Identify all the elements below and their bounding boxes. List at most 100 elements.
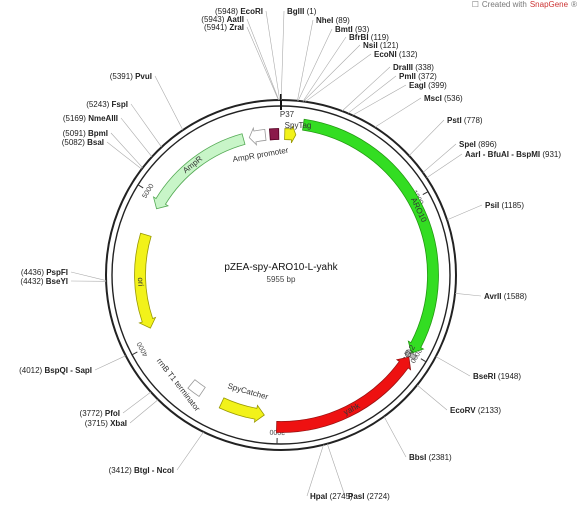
site-hpai[interactable]: HpaI (2745) bbox=[306, 444, 353, 501]
site-bsai-leader bbox=[106, 141, 142, 170]
site-position: (89) bbox=[336, 16, 351, 25]
site-spei[interactable]: SpeI (896) bbox=[422, 140, 497, 173]
feature-ori-arrow[interactable] bbox=[134, 232, 157, 329]
site-xbai-label: (3715) XbaI bbox=[85, 419, 127, 428]
feature-aro10[interactable]: ARO10 bbox=[302, 118, 439, 354]
feature-yahk[interactable]: yahk bbox=[276, 356, 412, 433]
site-psii[interactable]: PsiI (1185) bbox=[446, 201, 524, 221]
site-enzyme: XbaI bbox=[110, 419, 127, 428]
site-position: (2133) bbox=[478, 406, 501, 415]
feature-label-spytag: SpyTag bbox=[285, 121, 312, 130]
site-bspqi-sapi[interactable]: (4012) BspQI - SapI bbox=[19, 355, 126, 375]
site-bglii[interactable]: BglII (1) bbox=[280, 7, 317, 101]
site-bbsi[interactable]: BbsI (2381) bbox=[383, 416, 452, 462]
site-ecorv[interactable]: EcoRV (2133) bbox=[416, 384, 501, 415]
site-nmeaiii[interactable]: (5169) NmeAIII bbox=[63, 114, 153, 157]
site-fspi-label: (5243) FspI bbox=[86, 100, 128, 109]
site-bseri[interactable]: BseRI (1948) bbox=[435, 356, 522, 381]
feature-ori[interactable]: ori bbox=[134, 232, 157, 329]
site-nsii-leader bbox=[303, 44, 361, 102]
site-ecorv-label: EcoRV (2133) bbox=[450, 406, 501, 415]
site-enzyme: PmlI bbox=[399, 72, 416, 81]
site-aari-bfuai-bspmi-label: AarI - BfuAI - BspMI (931) bbox=[465, 150, 561, 159]
site-position: (3715) bbox=[85, 419, 108, 428]
site-eagi[interactable]: EagI (399) bbox=[352, 81, 448, 116]
site-position: (5943) bbox=[201, 15, 224, 24]
tick-mark-4000 bbox=[131, 351, 138, 356]
site-nhei-leader bbox=[297, 19, 314, 101]
site-bmti[interactable]: BmtI (93) bbox=[297, 25, 370, 101]
feature-spytag[interactable]: SpyTag bbox=[284, 121, 312, 144]
site-bglii-label: BglII (1) bbox=[287, 7, 317, 16]
site-pvui-label: (5391) PvuI bbox=[110, 72, 152, 81]
site-econi-label: EcoNI (132) bbox=[374, 50, 418, 59]
site-bsai[interactable]: (5082) BsaI bbox=[62, 138, 142, 170]
site-enzyme: BpmI bbox=[88, 129, 108, 138]
site-enzyme: PsiI bbox=[485, 201, 499, 210]
site-position: (4436) bbox=[21, 268, 44, 277]
site-enzyme: PfoI bbox=[105, 409, 120, 418]
site-pasi-label: PasI (2724) bbox=[348, 492, 390, 501]
site-draiii-leader bbox=[341, 66, 391, 112]
site-ecori-label: (5948) EcoRI bbox=[215, 7, 263, 16]
site-pvui-leader bbox=[154, 75, 184, 131]
feature-spycatcher-arrow[interactable] bbox=[218, 397, 265, 424]
site-enzyme: PasI bbox=[348, 492, 364, 501]
site-bpmi-label: (5091) BpmI bbox=[63, 129, 108, 138]
credit-brand: SnapGene bbox=[529, 0, 569, 9]
feature-label-p37: P37 bbox=[280, 110, 295, 119]
feature-gsg-2-arrow[interactable] bbox=[404, 349, 417, 360]
site-aatii[interactable]: (5943) AatII bbox=[201, 15, 280, 101]
site-psti[interactable]: PstI (778) bbox=[408, 116, 483, 156]
site-econi[interactable]: EcoNI (132) bbox=[305, 50, 418, 102]
feature-yahk-arrow[interactable] bbox=[276, 356, 412, 433]
site-aari-bfuai-bspmi-leader bbox=[426, 153, 463, 179]
site-pspfi[interactable]: (4436) PspFI bbox=[21, 268, 107, 281]
site-nhei[interactable]: NheI (89) bbox=[297, 16, 350, 101]
site-zrai[interactable]: (5941) ZraI bbox=[204, 23, 279, 101]
site-position: (2724) bbox=[367, 492, 390, 501]
site-bspqi-sapi-label: (4012) BspQI - SapI bbox=[19, 366, 92, 375]
site-msci[interactable]: MscI (536) bbox=[374, 94, 463, 128]
site-position: (119) bbox=[371, 33, 389, 42]
site-avrii[interactable]: AvrII (1588) bbox=[455, 292, 527, 301]
site-position: (5243) bbox=[86, 100, 109, 109]
site-fspi[interactable]: (5243) FspI bbox=[86, 100, 162, 148]
site-bseyi[interactable]: (4432) BseYI bbox=[20, 277, 107, 286]
site-nsii[interactable]: NsiI (121) bbox=[303, 41, 399, 102]
feature-ampr-arrow[interactable] bbox=[152, 133, 246, 210]
feature-ampr-promoter-arrow[interactable] bbox=[248, 126, 267, 146]
site-position: (93) bbox=[355, 25, 370, 34]
site-pfoi[interactable]: (3772) PfoI bbox=[80, 391, 152, 418]
site-pmli[interactable]: PmlI (372) bbox=[347, 72, 437, 114]
site-econi-leader bbox=[305, 53, 372, 102]
site-ecori[interactable]: (5948) EcoRI bbox=[215, 7, 281, 101]
site-pvui[interactable]: (5391) PvuI bbox=[110, 72, 184, 131]
site-hpai-leader bbox=[306, 444, 324, 497]
site-aari-bfuai-bspmi[interactable]: AarI - BfuAI - BspMI (931) bbox=[426, 150, 562, 179]
site-btgi-ncoi[interactable]: (3412) BtgI - NcoI bbox=[109, 431, 204, 475]
site-psii-label: PsiI (1185) bbox=[485, 201, 524, 210]
feature-aro10-arrow[interactable] bbox=[302, 118, 439, 354]
site-nhei-label: NheI (89) bbox=[316, 16, 350, 25]
site-bfrbi[interactable]: BfrBI (119) bbox=[302, 33, 389, 102]
site-enzyme: MscI bbox=[424, 94, 442, 103]
feature-p37-arrow[interactable] bbox=[268, 128, 280, 141]
feature-rrnb-t1-terminator-arrow[interactable] bbox=[187, 379, 206, 398]
feature-p37[interactable]: P37 bbox=[268, 110, 295, 141]
feature-ampr[interactable]: AmpR bbox=[152, 133, 246, 210]
feature-spytag-arrow[interactable] bbox=[284, 125, 297, 144]
site-xbai-leader bbox=[129, 399, 159, 424]
site-draiii[interactable]: DraIII (338) bbox=[341, 63, 434, 112]
credit-icon: ☐ bbox=[471, 0, 479, 9]
site-enzyme: AatII bbox=[227, 15, 244, 24]
site-bfrbi-leader bbox=[302, 36, 347, 102]
site-pasi[interactable]: PasI (2724) bbox=[326, 443, 390, 501]
site-bpmi[interactable]: (5091) BpmI bbox=[63, 129, 143, 169]
site-hpai-label: HpaI (2745) bbox=[310, 492, 353, 501]
credit-mark: ® bbox=[571, 0, 577, 9]
site-xbai[interactable]: (3715) XbaI bbox=[85, 399, 159, 428]
feature-spycatcher[interactable]: SpyCatcher bbox=[218, 381, 270, 424]
site-avrii-leader bbox=[455, 292, 482, 297]
site-enzyme: BspQI - SapI bbox=[44, 366, 92, 375]
